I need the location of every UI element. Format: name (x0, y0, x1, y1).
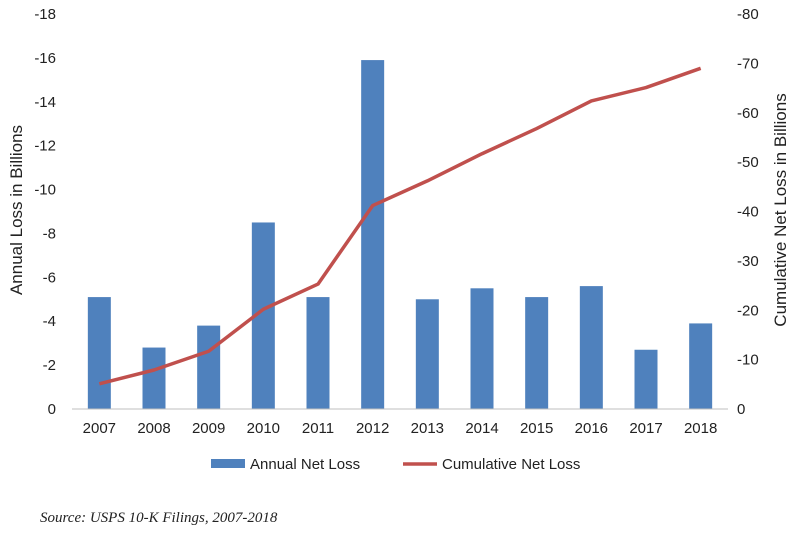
right-tick-label: -60 (737, 105, 759, 122)
bar-2011 (306, 297, 330, 409)
x-tick-label: 2014 (465, 420, 498, 437)
left-tick-label: -12 (34, 138, 56, 155)
x-tick-label: 2008 (137, 420, 170, 437)
right-tick-label: -40 (737, 204, 759, 221)
bar-2008 (142, 347, 166, 409)
legend-bar-label: Annual Net Loss (250, 456, 360, 473)
legend: Annual Net Loss Cumulative Net Loss (211, 456, 580, 473)
right-tick-label: -30 (737, 253, 759, 270)
left-tick-label: -10 (34, 182, 56, 199)
left-tick-label: -6 (43, 269, 56, 286)
x-tick-label: 2011 (302, 420, 334, 437)
left-tick-label: 0 (48, 401, 56, 418)
left-axis-ticks: 0 -2 -4 -6 -8 -10 -12 -14 -16 -18 (34, 6, 56, 418)
left-tick-label: -4 (43, 313, 56, 330)
right-tick-label: -80 (737, 6, 759, 23)
bar-2018 (689, 323, 713, 409)
bars-group (87, 60, 713, 409)
x-axis-ticks: 2007 2008 2009 2010 2011 2012 2013 2014 2015 2016… (83, 420, 718, 437)
right-tick-label: 0 (737, 401, 745, 418)
x-tick-label: 2016 (575, 420, 608, 437)
right-tick-label: -20 (737, 302, 759, 319)
bar-2017 (634, 349, 658, 409)
legend-line-label: Cumulative Net Loss (442, 456, 580, 473)
left-axis-title: Annual Loss in Billions (7, 125, 26, 295)
left-tick-label: -16 (34, 50, 56, 67)
bar-2009 (197, 325, 221, 409)
bar-2012 (361, 60, 385, 409)
bar-2016 (579, 286, 603, 409)
right-tick-label: -10 (737, 352, 759, 369)
x-tick-label: 2007 (83, 420, 116, 437)
x-tick-label: 2015 (520, 420, 553, 437)
x-tick-label: 2009 (192, 420, 225, 437)
left-tick-label: -18 (34, 6, 56, 23)
x-tick-label: 2012 (356, 420, 389, 437)
left-tick-label: -14 (34, 94, 56, 111)
cumulative-line (98, 66, 702, 386)
x-tick-label: 2010 (247, 420, 280, 437)
right-axis-title: Cumulative Net Loss in Billions (771, 93, 790, 326)
right-tick-label: -50 (737, 154, 759, 171)
bar-2013 (415, 299, 439, 409)
left-tick-label: -2 (43, 357, 56, 374)
bar-2010 (251, 222, 275, 409)
x-tick-label: 2017 (629, 420, 662, 437)
bar-2014 (470, 288, 494, 409)
x-tick-label: 2018 (684, 420, 717, 437)
bar-2007 (87, 297, 111, 409)
bar-2015 (525, 297, 549, 409)
left-tick-label: -8 (43, 225, 56, 242)
right-tick-label: -70 (737, 55, 759, 72)
right-axis-ticks: 0 -10 -20 -30 -40 -50 -60 -70 -80 (737, 6, 759, 418)
legend-bar-swatch (211, 459, 245, 468)
x-tick-label: 2013 (411, 420, 444, 437)
source-note: Source: USPS 10-K Filings, 2007-2018 (40, 510, 278, 526)
